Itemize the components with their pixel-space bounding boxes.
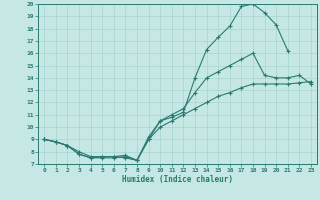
X-axis label: Humidex (Indice chaleur): Humidex (Indice chaleur) bbox=[122, 175, 233, 184]
